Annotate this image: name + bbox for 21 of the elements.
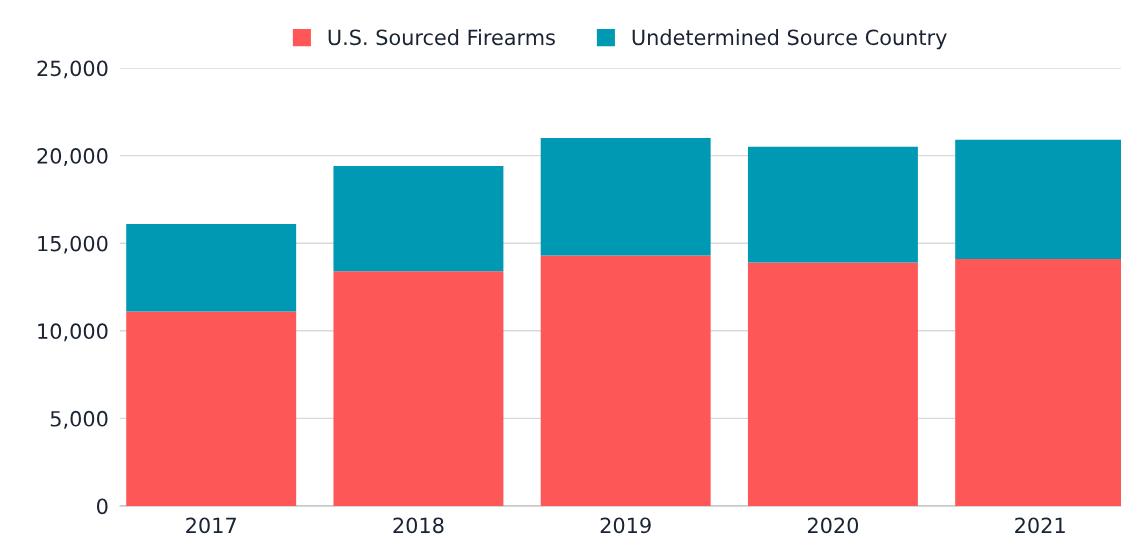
legend-label: Undetermined Source Country: [632, 29, 947, 50]
bar: [747, 262, 918, 506]
y-tick-label: 0: [97, 498, 108, 515]
x-tick-label: 2019: [600, 517, 651, 534]
x-tick-label: 2017: [186, 517, 236, 534]
bar: [540, 138, 711, 256]
bar: [333, 271, 504, 506]
x-tick-label: 2018: [393, 517, 444, 534]
bar: [540, 255, 711, 506]
legend-label: U.S. Sourced Firearms: [328, 29, 555, 46]
x-tick-label: 2021: [1015, 517, 1065, 534]
y-tick-label: 10,000: [38, 323, 108, 342]
bar: [126, 223, 297, 312]
x-tick-label: 2020: [807, 517, 859, 534]
bar: [747, 146, 918, 263]
bar: [333, 166, 504, 272]
y-tick-label: 25,000: [37, 60, 108, 79]
y-tick-label: 5,000: [50, 410, 108, 429]
bar: [126, 311, 297, 506]
y-tick-label: 15,000: [38, 235, 108, 254]
y-tick-label: 20,000: [37, 148, 108, 166]
